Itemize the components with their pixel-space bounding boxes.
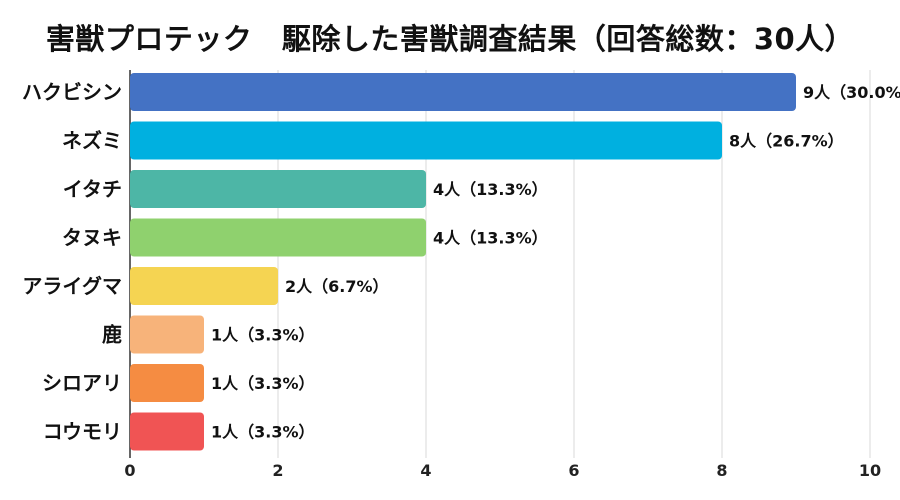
category-label: 鹿 bbox=[102, 323, 122, 347]
category-label: ネズミ bbox=[62, 129, 122, 153]
category-label: イタチ bbox=[63, 177, 122, 201]
data-label: 2人（6.7%） bbox=[285, 277, 389, 296]
bar bbox=[130, 218, 426, 257]
data-label: 1人（3.3%） bbox=[211, 423, 315, 442]
data-label: 1人（3.3%） bbox=[211, 326, 315, 345]
bar bbox=[130, 73, 796, 111]
data-label: 9人（30.0%） bbox=[803, 83, 900, 102]
bar bbox=[130, 267, 278, 305]
x-tick-label: 4 bbox=[420, 461, 431, 480]
data-label: 8人（26.7%） bbox=[729, 132, 844, 151]
bar bbox=[130, 412, 204, 451]
bar bbox=[130, 364, 204, 402]
bar bbox=[130, 315, 204, 354]
category-label: コウモリ bbox=[43, 420, 122, 444]
category-label: アライグマ bbox=[22, 274, 122, 298]
data-label: 1人（3.3%） bbox=[211, 374, 315, 393]
x-tick-label: 2 bbox=[272, 461, 283, 480]
x-tick-label: 8 bbox=[716, 461, 727, 480]
bar bbox=[130, 121, 722, 160]
category-label: ハクビシン bbox=[22, 80, 122, 104]
x-tick-label: 6 bbox=[568, 461, 579, 480]
category-label: シロアリ bbox=[42, 371, 122, 395]
data-label: 4人（13.3%） bbox=[433, 229, 548, 248]
x-tick-label: 0 bbox=[124, 461, 135, 480]
x-tick-label: 10 bbox=[859, 461, 881, 480]
chart-title: 害獣プロテック 駆除した害獣調査結果（回答総数：30人） bbox=[45, 22, 855, 56]
category-label: タヌキ bbox=[62, 226, 122, 250]
data-label: 4人（13.3%） bbox=[433, 180, 548, 199]
bar bbox=[130, 170, 426, 208]
